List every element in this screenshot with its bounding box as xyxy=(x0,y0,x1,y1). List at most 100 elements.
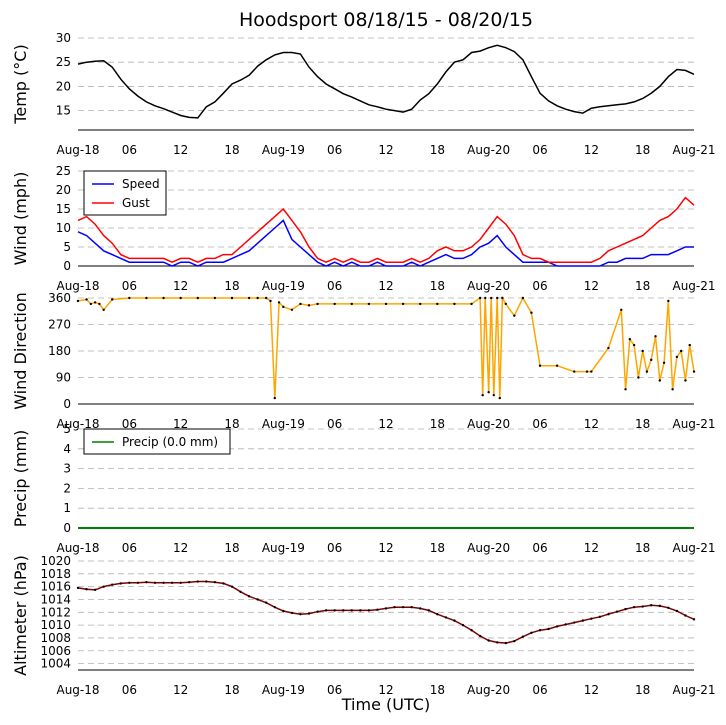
altimeter-point xyxy=(513,639,516,643)
altimeter-xtick-label: Aug-21 xyxy=(672,683,715,697)
wind-xtick-label: 06 xyxy=(122,279,137,293)
direction-point xyxy=(620,308,623,311)
wind-ytick-label: 20 xyxy=(56,183,71,197)
altimeter-point xyxy=(342,609,345,612)
direction-point xyxy=(162,296,165,300)
altimeter-point xyxy=(384,607,388,610)
direction-point xyxy=(93,301,97,304)
precip-xtick-label: 06 xyxy=(122,541,137,555)
wind-xtick-label: 06 xyxy=(327,279,342,293)
altimeter-point xyxy=(367,609,371,612)
x-axis-label: Time (UTC) xyxy=(341,695,430,714)
direction-ytick-label: 0 xyxy=(63,397,71,411)
wind-xtick-label: Aug-20 xyxy=(467,279,510,293)
direction-point xyxy=(492,393,495,397)
direction-xtick-label: 06 xyxy=(532,417,547,431)
direction-point xyxy=(299,302,302,306)
altimeter-point xyxy=(470,629,473,632)
altimeter-ytick-label: 1010 xyxy=(40,618,71,632)
direction-point xyxy=(436,302,439,306)
wind-series-gust xyxy=(77,196,695,264)
wind-ytick-label: 0 xyxy=(63,259,71,273)
direction-xtick-label: 18 xyxy=(635,417,650,431)
altimeter-point xyxy=(453,619,456,622)
direction-point xyxy=(265,296,268,300)
direction-point xyxy=(290,308,294,311)
altimeter-point xyxy=(436,613,439,616)
wind-ylabel: Wind (mph) xyxy=(11,172,30,266)
direction-point xyxy=(658,379,661,382)
altimeter-point xyxy=(692,618,696,621)
temp-xtick-label: 18 xyxy=(635,143,650,157)
chart-title: Hoodsport 08/18/15 - 08/20/15 xyxy=(239,9,533,31)
altimeter-point xyxy=(427,609,430,612)
altimeter-point xyxy=(265,601,268,604)
wind-xtick-label: Aug-21 xyxy=(672,279,715,293)
precip-xtick-label: 12 xyxy=(173,541,188,555)
precip-ytick-label: 3 xyxy=(63,462,71,476)
altimeter-point xyxy=(196,580,199,583)
temp-ytick-label: 20 xyxy=(56,79,71,93)
altimeter-point xyxy=(547,627,550,631)
direction-point xyxy=(350,302,353,306)
direction-point xyxy=(513,314,516,317)
direction-point xyxy=(688,343,691,347)
precip-ytick-label: 4 xyxy=(63,442,71,456)
precip-xtick-label: 18 xyxy=(430,541,445,555)
precip-ytick-label: 5 xyxy=(63,422,71,436)
altimeter-point xyxy=(153,581,157,584)
direction-xtick-label: 12 xyxy=(584,417,599,431)
direction-point xyxy=(213,296,217,300)
direction-point xyxy=(128,296,131,300)
altimeter-xtick-label: 06 xyxy=(532,683,547,697)
direction-point xyxy=(145,296,148,300)
panel-temp: 15 20 25 30 Aug-18 06 12 18 Aug-19 06 12 18 Aug-20 06… xyxy=(11,31,716,157)
direction-point xyxy=(654,335,657,338)
direction-point xyxy=(102,308,105,311)
direction-point xyxy=(628,338,632,341)
altimeter-point xyxy=(650,604,653,607)
direction-point xyxy=(76,299,80,303)
precip-xtick-label: 12 xyxy=(584,541,599,555)
direction-point xyxy=(333,302,336,306)
altimeter-xtick-label: 12 xyxy=(173,683,188,697)
altimeter-point xyxy=(667,606,670,610)
altimeter-point xyxy=(444,616,448,619)
direction-point xyxy=(85,298,88,301)
panel-direction: 0 90 180 270 360 Aug-18 06 12 18 Aug-19 06 12 18 Aug-… xyxy=(11,291,716,431)
precip-xtick-label: 12 xyxy=(378,541,393,555)
direction-ytick-label: 90 xyxy=(56,371,71,385)
direction-point xyxy=(384,302,388,306)
altimeter-xtick-label: 18 xyxy=(430,683,445,697)
direction-point xyxy=(316,302,319,306)
altimeter-point xyxy=(607,613,610,616)
altimeter-point xyxy=(111,583,114,586)
precip-xtick-label: Aug-21 xyxy=(672,541,715,555)
altimeter-xtick-label: 18 xyxy=(224,683,239,697)
temp-xtick-label: 18 xyxy=(430,143,445,157)
altimeter-point xyxy=(282,609,285,613)
altimeter-point xyxy=(658,604,661,608)
altimeter-ylabel: Altimeter (hPa) xyxy=(11,555,30,676)
precip-xtick-label: Aug-20 xyxy=(467,541,510,555)
altimeter-point xyxy=(376,608,379,611)
altimeter-point xyxy=(401,605,405,609)
wind-xtick-label: 18 xyxy=(430,279,445,293)
precip-xtick-label: Aug-18 xyxy=(56,541,99,555)
direction-point xyxy=(530,311,533,314)
altimeter-point xyxy=(188,580,191,584)
temp-xtick-label: 06 xyxy=(532,143,547,157)
wind-ytick-label: 15 xyxy=(56,202,71,216)
direction-xtick-label: Aug-20 xyxy=(467,417,510,431)
altimeter-point xyxy=(273,605,276,609)
altimeter-point xyxy=(93,588,97,592)
altimeter-xtick-label: 06 xyxy=(327,683,342,697)
direction-point xyxy=(419,302,422,306)
temp-ytick-label: 15 xyxy=(56,104,71,118)
wind-legend-label: Speed xyxy=(122,177,160,191)
direction-point xyxy=(667,299,670,303)
altimeter-point xyxy=(538,629,542,632)
altimeter-point xyxy=(496,641,499,644)
altimeter-point xyxy=(222,582,225,585)
